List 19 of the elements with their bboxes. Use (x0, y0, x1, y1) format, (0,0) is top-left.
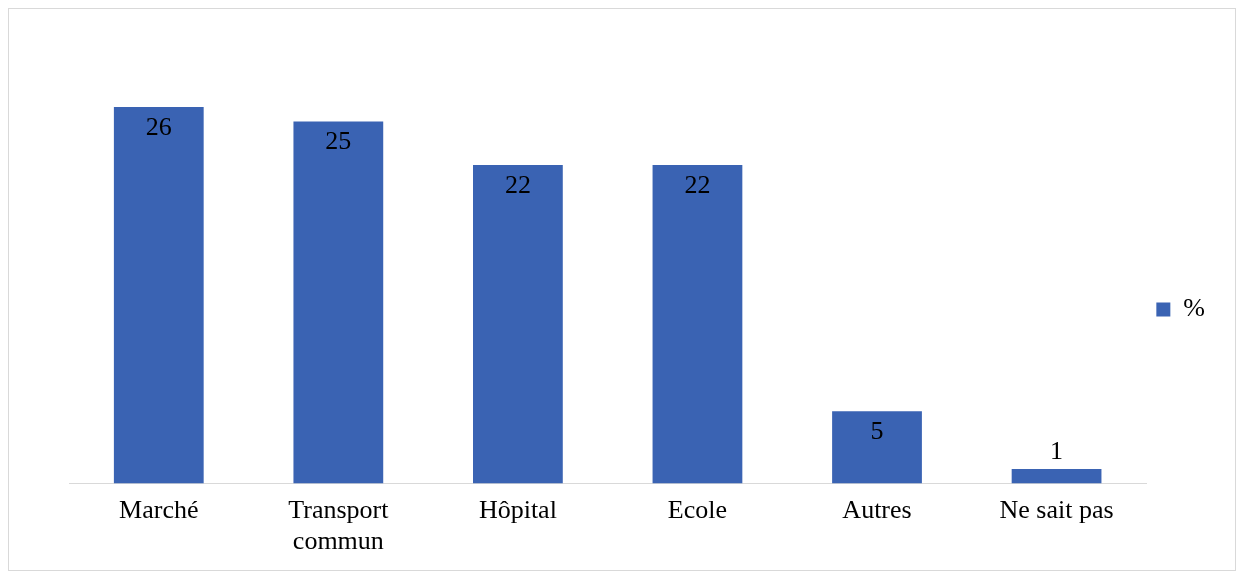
bar (1011, 469, 1102, 484)
data-label: 25 (325, 126, 352, 156)
data-label: 1 (1050, 435, 1064, 465)
x-tick-label: Hôpital (478, 495, 557, 525)
bar (832, 411, 922, 484)
data-label: 22 (684, 169, 711, 199)
x-tick-label: Marché (119, 495, 199, 525)
bar (652, 164, 743, 484)
data-label: 26 (145, 111, 172, 141)
x-tick-label: Autres (842, 495, 912, 525)
data-label: 22 (504, 169, 531, 199)
bar (113, 106, 204, 484)
bar (293, 121, 384, 484)
x-tick-label: Ne sait pas (999, 495, 1114, 525)
bar (473, 164, 563, 484)
data-label: 5 (870, 415, 884, 445)
legend-label: % (1183, 293, 1206, 323)
x-tick-label: Ecole (667, 495, 728, 525)
x-tick-label: Transport commun (288, 495, 390, 556)
